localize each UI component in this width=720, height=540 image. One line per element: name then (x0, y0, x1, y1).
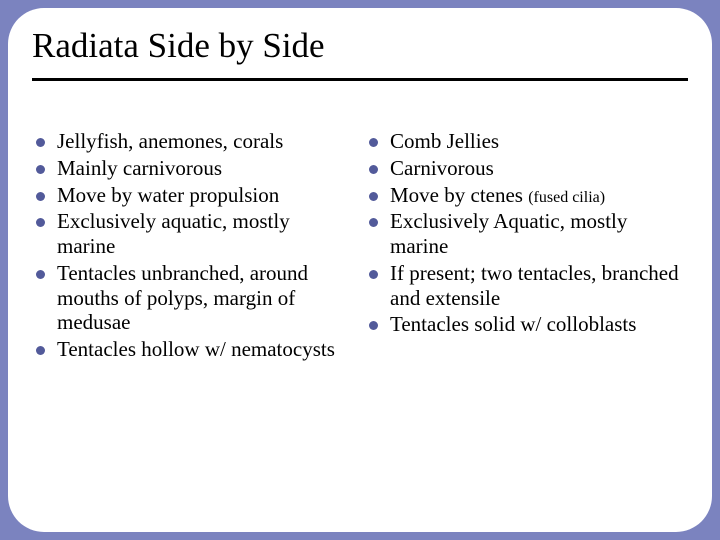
left-column: Jellyfish, anemones, corals Mainly carni… (36, 129, 351, 364)
list-item: Tentacles unbranched, around mouths of p… (36, 261, 351, 335)
item-text: Carnivorous (390, 156, 494, 181)
bullet-icon (369, 138, 378, 147)
item-text: If present; two tentacles, branched and … (390, 261, 684, 311)
bullet-icon (369, 165, 378, 174)
item-text: Tentacles solid w/ colloblasts (390, 312, 636, 337)
item-text: Jellyfish, anemones, corals (57, 129, 283, 154)
item-text: Comb Jellies (390, 129, 499, 154)
bullet-icon (369, 321, 378, 330)
item-text: Mainly carnivorous (57, 156, 222, 181)
list-item: Exclusively aquatic, mostly marine (36, 209, 351, 259)
item-text-suffix: (fused cilia) (528, 189, 605, 206)
bullet-icon (369, 192, 378, 201)
item-text-main: Move by ctenes (390, 183, 523, 207)
bullet-icon (369, 218, 378, 227)
slide-title: Radiata Side by Side (32, 26, 688, 66)
list-item: Comb Jellies (369, 129, 684, 154)
bullet-icon (36, 192, 45, 201)
title-region: Radiata Side by Side (8, 8, 712, 72)
bullet-icon (36, 346, 45, 355)
item-text: Move by ctenes (fused cilia) (390, 183, 605, 208)
item-text: Exclusively Aquatic, mostly marine (390, 209, 684, 259)
item-text: Exclusively aquatic, mostly marine (57, 209, 351, 259)
list-item: Mainly carnivorous (36, 156, 351, 181)
bullet-icon (36, 218, 45, 227)
right-column: Comb Jellies Carnivorous Move by ctenes … (369, 129, 684, 364)
list-item: Move by water propulsion (36, 183, 351, 208)
bullet-icon (36, 138, 45, 147)
list-item: Tentacles solid w/ colloblasts (369, 312, 684, 337)
content-columns: Jellyfish, anemones, corals Mainly carni… (8, 81, 712, 364)
bullet-icon (36, 165, 45, 174)
bullet-icon (369, 270, 378, 279)
list-item: Tentacles hollow w/ nematocysts (36, 337, 351, 362)
list-item: Jellyfish, anemones, corals (36, 129, 351, 154)
item-text: Move by water propulsion (57, 183, 279, 208)
list-item: If present; two tentacles, branched and … (369, 261, 684, 311)
list-item: Carnivorous (369, 156, 684, 181)
item-text: Tentacles unbranched, around mouths of p… (57, 261, 351, 335)
bullet-icon (36, 270, 45, 279)
item-text: Tentacles hollow w/ nematocysts (57, 337, 335, 362)
list-item: Move by ctenes (fused cilia) (369, 183, 684, 208)
slide-card: Radiata Side by Side Jellyfish, anemones… (8, 8, 712, 532)
list-item: Exclusively Aquatic, mostly marine (369, 209, 684, 259)
